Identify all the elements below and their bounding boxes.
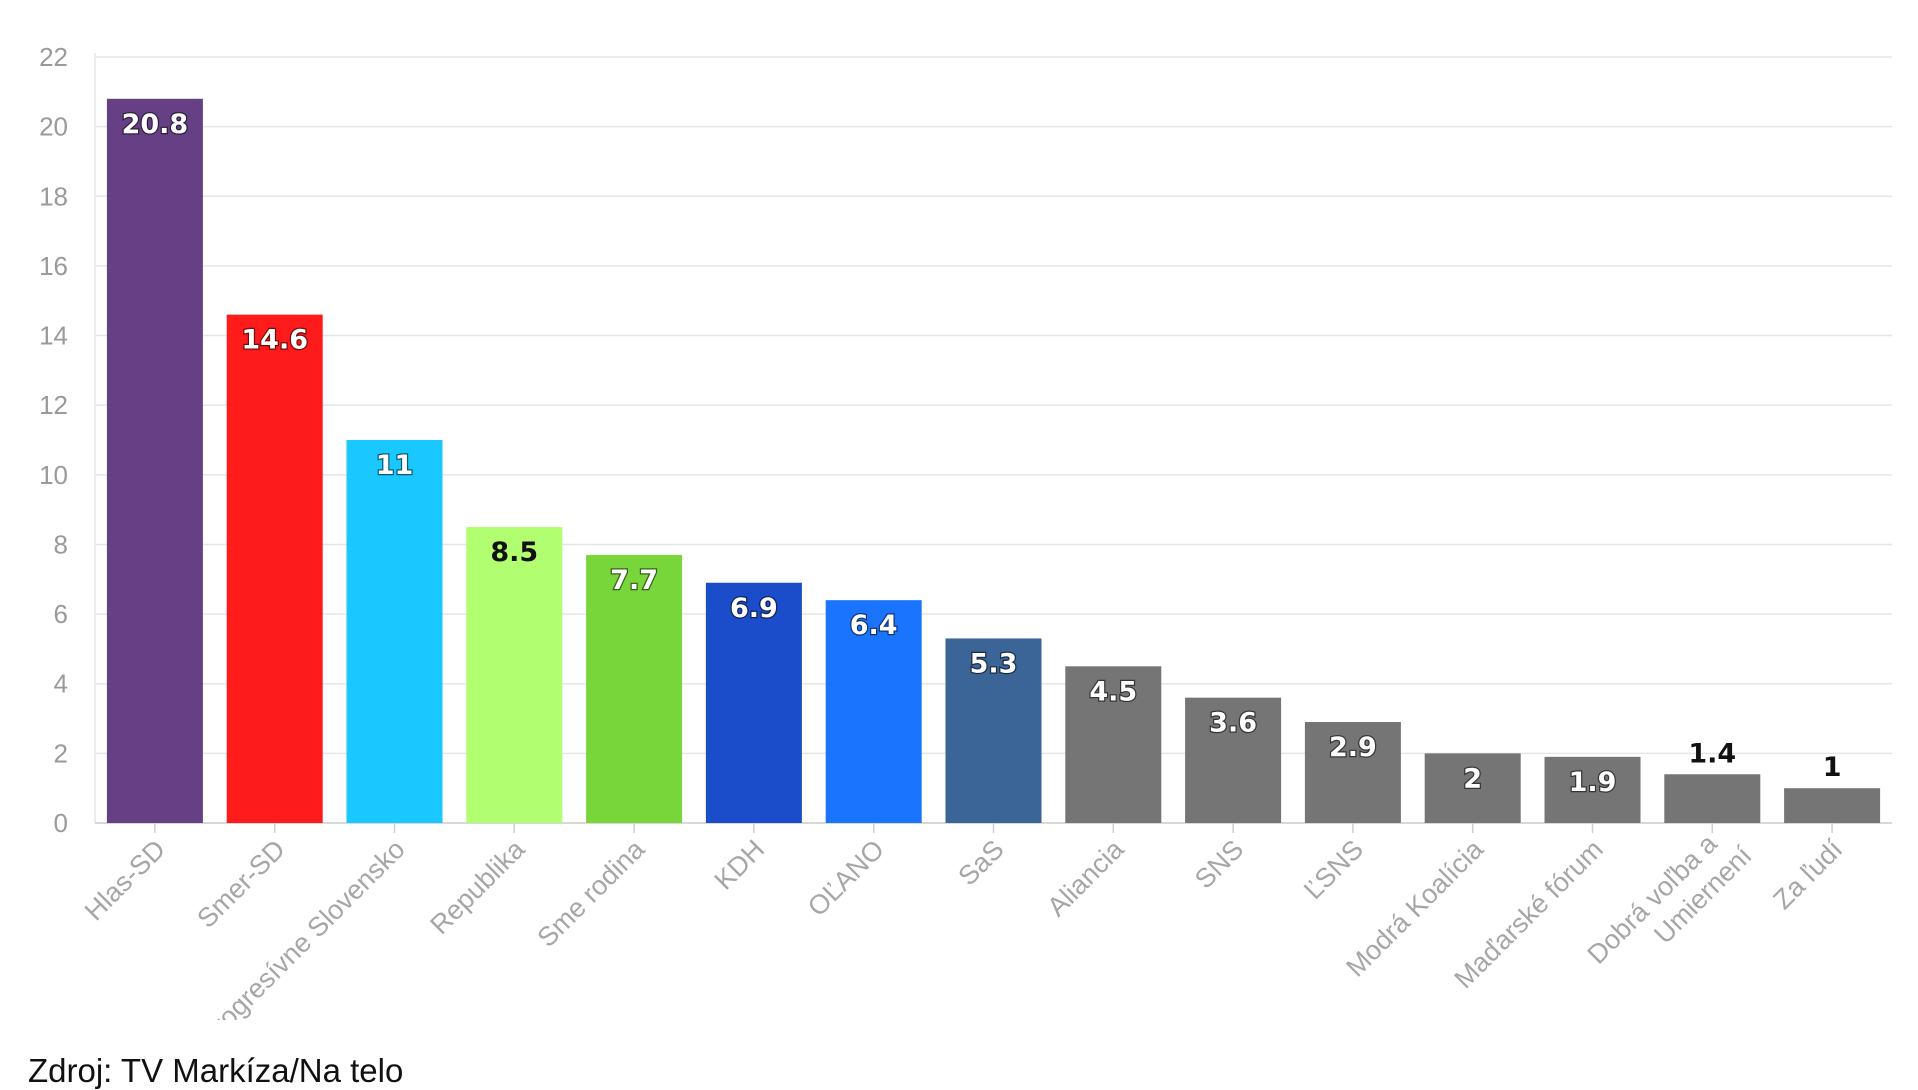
data-label-10: 3.6 xyxy=(1209,708,1257,739)
bar-13 xyxy=(1544,756,1641,823)
x-category-label: Smer-SD xyxy=(191,834,291,934)
data-label-2: 14.6 xyxy=(241,325,308,356)
bar-3 xyxy=(346,440,443,823)
bar-12 xyxy=(1424,753,1521,823)
y-tick-label: 16 xyxy=(39,251,68,281)
data-label-1: 20.8 xyxy=(122,109,189,140)
data-label-5: 7.7 xyxy=(610,565,658,596)
y-tick-label: 18 xyxy=(39,181,68,211)
data-label-11: 2.9 xyxy=(1329,732,1377,763)
y-tick-label: 20 xyxy=(39,112,68,142)
data-label-13: 1.9 xyxy=(1569,767,1617,798)
y-tick-label: 22 xyxy=(39,42,68,72)
x-category-label: ĽSNS xyxy=(1298,834,1369,905)
bar-7 xyxy=(825,600,922,823)
data-label-12: 2 xyxy=(1463,763,1482,794)
y-tick-label: 12 xyxy=(39,390,68,420)
bar-10 xyxy=(1185,697,1282,823)
data-label-8: 5.3 xyxy=(970,648,1018,679)
data-label-6: 6.9 xyxy=(730,593,778,624)
bar-9 xyxy=(1065,666,1162,823)
bar-11 xyxy=(1304,722,1401,823)
data-label-4: 8.5 xyxy=(490,537,538,568)
bar-14 xyxy=(1664,774,1761,823)
x-category-label: OĽANO xyxy=(802,834,890,922)
x-category-label: Aliancia xyxy=(1041,833,1130,922)
bar-chart: 024681012141618202220.8Hlas-SD14.6Smer-S… xyxy=(39,42,1892,1020)
x-category-label: SNS xyxy=(1189,834,1249,894)
y-tick-label: 10 xyxy=(39,460,68,490)
data-label-9: 4.5 xyxy=(1089,676,1137,707)
x-category-label: Progresívne Slovensko xyxy=(193,834,411,1020)
x-category-label: Dobrá voľba aUmiernení xyxy=(1581,817,1757,993)
x-category-label: Republika xyxy=(424,833,531,940)
chart-area: 0 2 4 6 8 10 12 14 16 18 20 22 20.8 Hlas-SD 14.6 Smer-S… xyxy=(39,42,1892,1020)
data-label-14: 1.4 xyxy=(1688,738,1736,769)
x-category-label: Za ľudí xyxy=(1767,834,1848,915)
source-note: Zdroj: TV Markíza/Na telo xyxy=(28,1052,404,1089)
bar-8 xyxy=(945,638,1042,823)
y-tick-label: 14 xyxy=(39,321,68,351)
bar-6 xyxy=(705,582,802,823)
x-category-label: Sme rodina xyxy=(531,833,651,953)
data-label-7: 6.4 xyxy=(850,610,898,641)
bar-1 xyxy=(106,98,203,824)
data-label-15: 1 xyxy=(1823,752,1842,783)
y-tick-label: 2 xyxy=(54,738,68,768)
x-category-label: KDH xyxy=(709,834,771,896)
bar-15 xyxy=(1784,788,1881,823)
bar-2 xyxy=(226,314,323,823)
y-tick-label: 6 xyxy=(54,599,68,629)
x-category-label: SaS xyxy=(952,834,1009,891)
y-tick-label: 4 xyxy=(54,669,68,699)
bar-5 xyxy=(586,554,683,823)
x-category-label: Hlas-SD xyxy=(79,834,171,926)
y-tick-label: 0 xyxy=(54,808,68,838)
y-tick-label: 8 xyxy=(54,529,68,559)
bar-4 xyxy=(466,527,563,823)
data-label-3: 11 xyxy=(376,450,414,481)
